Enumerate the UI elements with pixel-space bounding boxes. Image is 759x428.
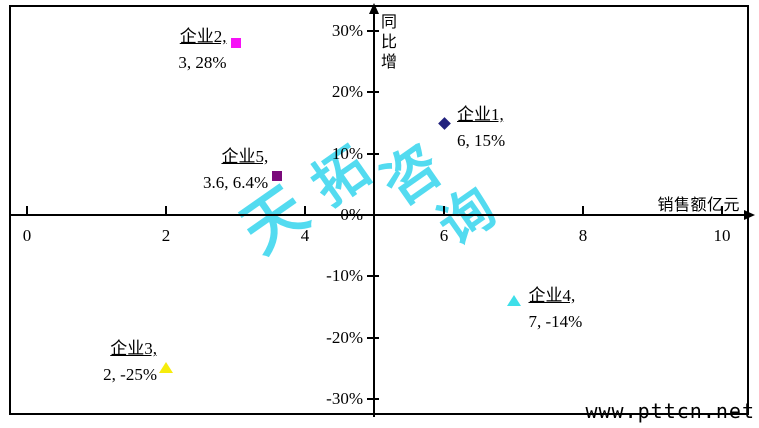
x-axis-title: 销售额亿元 bbox=[657, 197, 740, 214]
y-tick-label: 0% bbox=[340, 205, 363, 224]
scatter-point-label-line: 3, 28% bbox=[178, 53, 227, 73]
y-tick-label: -20% bbox=[326, 327, 363, 347]
y-axis-tick bbox=[367, 91, 379, 94]
x-axis-tick bbox=[26, 206, 28, 214]
x-tick-label: 4 bbox=[300, 226, 310, 245]
y-tick-label: -30% bbox=[326, 388, 363, 408]
y-axis-title: 同比增 bbox=[381, 13, 401, 73]
x-axis-tick bbox=[165, 206, 167, 214]
y-axis-tick bbox=[367, 397, 379, 400]
y-tick-label: -10% bbox=[326, 266, 363, 286]
y-axis-tick bbox=[367, 30, 379, 33]
x-axis-tick bbox=[443, 206, 445, 214]
x-tick-label: 2 bbox=[161, 226, 171, 245]
scatter-point-marker-2 bbox=[230, 38, 241, 49]
x-tick-label: 0 bbox=[22, 226, 32, 245]
x-tick-label: 6 bbox=[439, 226, 449, 245]
y-tick-label: 10% bbox=[331, 143, 363, 163]
y-axis-tick bbox=[367, 152, 379, 155]
y-axis-title-char: 比 bbox=[381, 34, 398, 51]
scatter-point-marker-3 bbox=[159, 362, 173, 374]
x-axis-tick bbox=[721, 206, 723, 214]
x-axis-arrow-icon bbox=[744, 210, 755, 220]
x-tick-label: 10 bbox=[713, 226, 731, 245]
y-axis-arrow-icon bbox=[369, 3, 379, 14]
scatter-point-label-line: 6, 15% bbox=[457, 131, 506, 151]
scatter-point-label-line: 企业3, bbox=[110, 339, 157, 359]
scatter-point-marker-4 bbox=[506, 294, 521, 306]
scatter-point-label-line: 2, -25% bbox=[103, 365, 157, 385]
scatter-point-marker-5 bbox=[272, 170, 283, 181]
scatter-point-label-line: 3.6, 6.4% bbox=[203, 172, 269, 192]
scatter-point-label-line: 企业4, bbox=[528, 285, 576, 305]
scatter-point-label-3: 企业3, 2, -25% bbox=[103, 336, 157, 388]
scatter-point-label-2: 企业2, 3, 28% bbox=[178, 24, 226, 76]
x-tick-label: 8 bbox=[578, 226, 588, 245]
scatter-point-label-4: 企业4, 7, -14% bbox=[529, 283, 583, 335]
y-axis-tick bbox=[367, 275, 379, 278]
y-axis-tick bbox=[367, 336, 379, 339]
y-tick-label: 30% bbox=[331, 21, 363, 41]
scatter-point-label-5: 企业5, 3.6, 6.4% bbox=[203, 144, 268, 196]
y-tick-label: 20% bbox=[331, 82, 363, 102]
x-axis-tick bbox=[582, 206, 584, 214]
y-axis-title-char: 同 bbox=[381, 14, 398, 31]
y-axis-title-char: 增 bbox=[381, 54, 398, 71]
scatter-point-label-line: 7, -14% bbox=[528, 311, 583, 331]
scatter-point-label-line: 企业1, bbox=[457, 105, 504, 125]
scatter-point-label-line: 企业5, bbox=[221, 146, 269, 166]
site-watermark-text: www.pttcn.net bbox=[585, 399, 755, 423]
y-axis-tick bbox=[367, 214, 379, 216]
x-axis-tick bbox=[304, 206, 306, 214]
scatter-point-label-1: 企业1, 6, 15% bbox=[457, 102, 505, 154]
scatter-point-label-line: 企业2, bbox=[179, 27, 227, 47]
